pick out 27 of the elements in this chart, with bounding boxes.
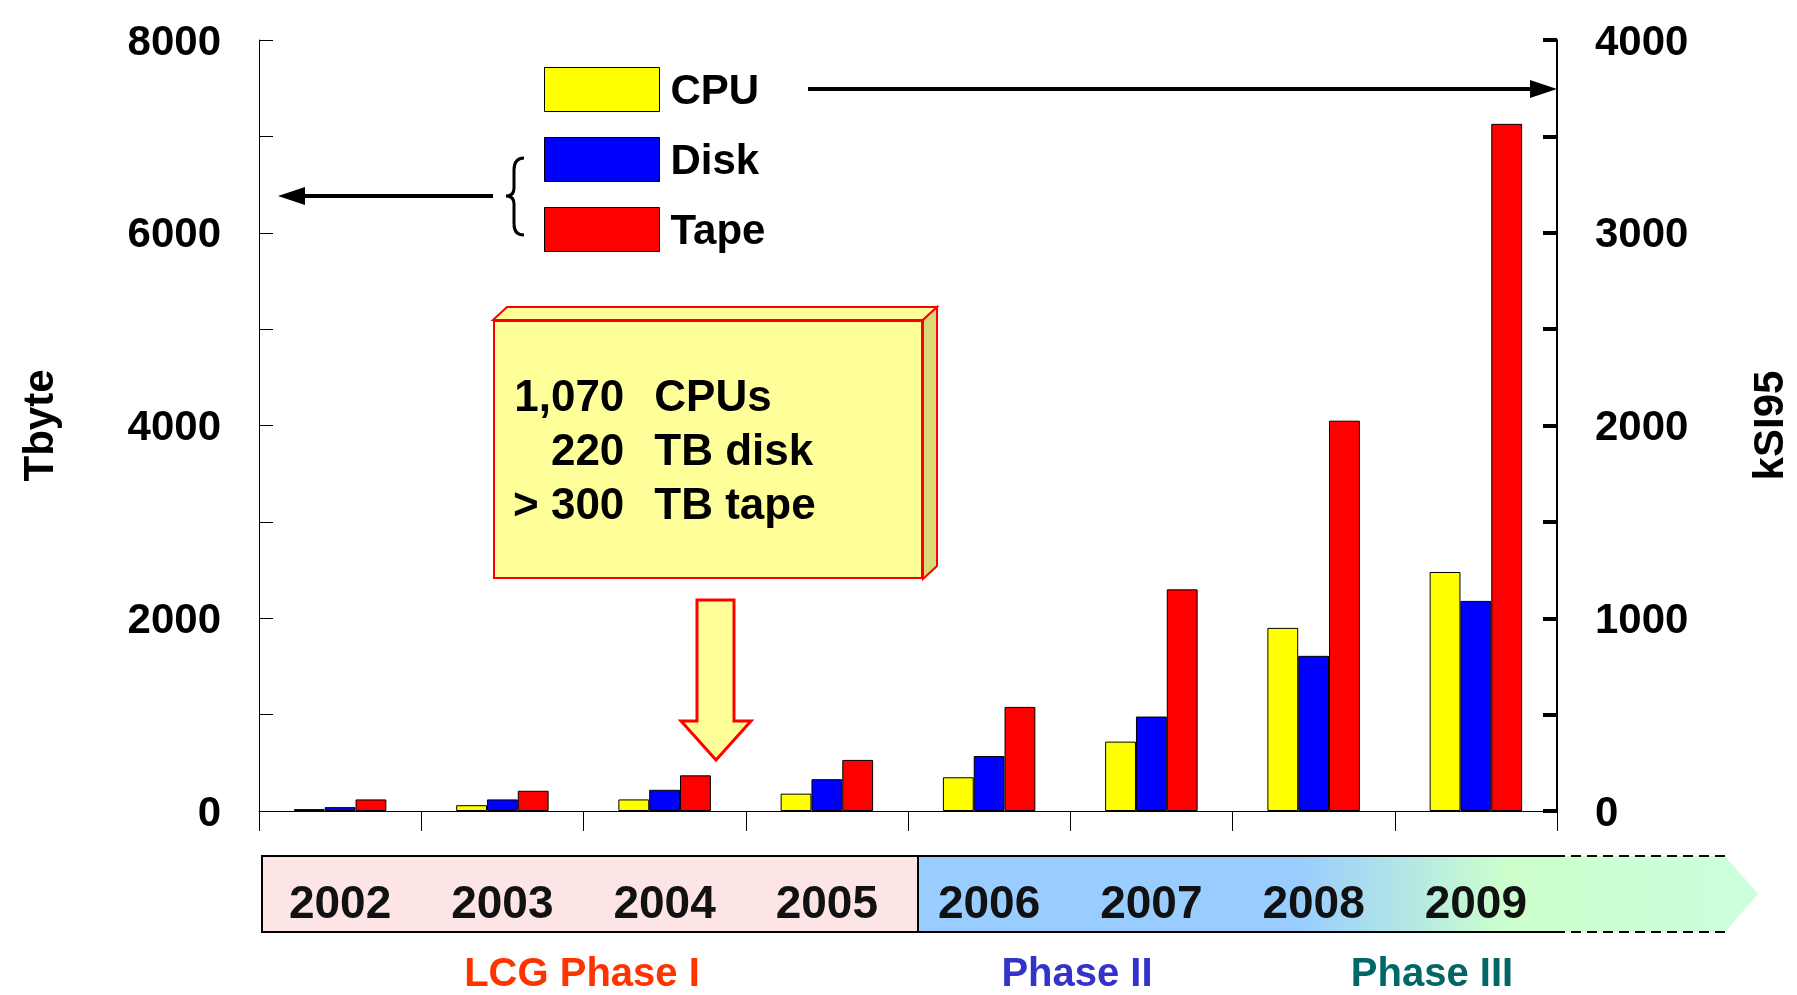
- text: Phase III: [1350, 950, 1514, 995]
- y2-tick-label: 2000: [1595, 402, 1689, 449]
- x-tick-label: 2007: [1100, 876, 1203, 928]
- y2-tick-label: 0: [1595, 787, 1619, 835]
- x-tick-label: 2005: [775, 876, 879, 928]
- legend-label: Disk: [670, 136, 760, 183]
- y-tick-label: 6000: [127, 209, 221, 257]
- x-tick-label: 2004: [613, 876, 717, 928]
- y-tick-label: 8000: [127, 16, 221, 64]
- y2-tick-label: 4000: [1595, 16, 1689, 64]
- x-tick-label: 2006: [937, 876, 1041, 928]
- y-axis-title: Tbyte: [14, 369, 62, 482]
- y2-axis-title: kSI95: [1744, 370, 1792, 481]
- legend-label: CPU: [670, 66, 760, 113]
- y2-tick-label: 3000: [1595, 209, 1689, 257]
- annotation: 1,070 CPUs 220 TB disk > 300 TB tape: [513, 368, 816, 531]
- x-tick-label: 2009: [1424, 876, 1528, 928]
- x-tick-label: 2002: [288, 876, 392, 928]
- legend-label: Tape: [670, 206, 766, 253]
- x-tick-label: 2003: [451, 876, 554, 928]
- x-tick-label: 2008: [1262, 876, 1365, 928]
- y-tick-label: 4000: [127, 402, 221, 449]
- text: LCG Phase I: [464, 950, 700, 995]
- text: Phase II: [1001, 950, 1153, 995]
- y-tick-label: 0: [197, 787, 221, 835]
- y-tick-label: 2000: [127, 594, 221, 642]
- y2-tick-label: 1000: [1595, 594, 1689, 642]
